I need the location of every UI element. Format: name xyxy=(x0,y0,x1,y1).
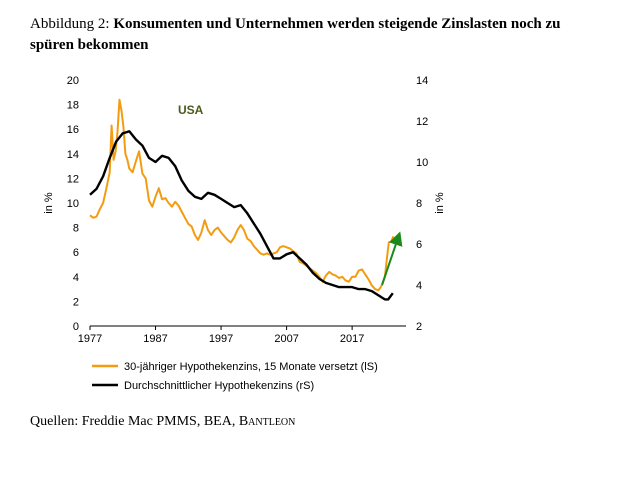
chart-annotation: USA xyxy=(178,103,204,117)
x-tick-label: 2007 xyxy=(274,333,298,345)
legend-label-2: Durchschnittlicher Hypothekenzins (rS) xyxy=(124,380,314,392)
y-left-axis-label: in % xyxy=(43,192,55,214)
x-tick-label: 2017 xyxy=(340,333,364,345)
y-left-tick-label: 18 xyxy=(67,100,79,112)
y-left-tick-label: 2 xyxy=(73,296,79,308)
y-right-tick-label: 12 xyxy=(416,116,428,128)
y-right-tick-label: 6 xyxy=(416,239,422,251)
source-note: Quellen: Freddie Mac PMMS, BEA, Bantleon xyxy=(30,414,295,430)
figure-title-main: Konsumenten und Unternehmen werden steig… xyxy=(30,16,561,53)
y-left-tick-label: 16 xyxy=(67,124,79,136)
y-left-tick-label: 6 xyxy=(73,247,79,259)
y-right-axis-label: in % xyxy=(434,192,446,214)
legend-label-1: 30-jähriger Hypothekenzins, 15 Monate ve… xyxy=(124,361,378,373)
y-left-tick-label: 4 xyxy=(73,272,79,284)
y-left-tick-label: 12 xyxy=(67,173,79,185)
source-note-brand: Bantleon xyxy=(238,414,296,429)
y-left-tick-label: 8 xyxy=(73,223,79,235)
chart: 1977 1987 1997 2007 2017 0 2 4 6 8 10 12 14 16 18 20 2 4 6… xyxy=(43,75,446,392)
figure-title: Abbildung 2: Konsumenten und Unternehmen… xyxy=(30,14,605,56)
figure-title-lead: Abbildung 2: xyxy=(30,16,114,32)
y-left-tick-label: 0 xyxy=(73,321,79,333)
y-right-tick-label: 4 xyxy=(416,280,422,292)
y-right-tick-label: 8 xyxy=(416,198,422,210)
x-tick-label: 1997 xyxy=(209,333,233,345)
x-tick-label: 1977 xyxy=(78,333,102,345)
y-right-tick-label: 10 xyxy=(416,157,428,169)
y-left-tick-label: 10 xyxy=(67,198,79,210)
x-tick-label: 1987 xyxy=(143,333,167,345)
y-left-tick-label: 14 xyxy=(67,149,79,161)
source-note-prefix: Quellen: Freddie Mac PMMS, BEA, xyxy=(30,414,239,429)
y-left-tick-label: 20 xyxy=(67,75,79,87)
series-line-1 xyxy=(89,98,395,292)
y-right-tick-label: 14 xyxy=(416,75,428,87)
trend-arrow xyxy=(381,231,403,286)
series-line-2 xyxy=(89,130,394,301)
y-right-tick-label: 2 xyxy=(416,321,422,333)
